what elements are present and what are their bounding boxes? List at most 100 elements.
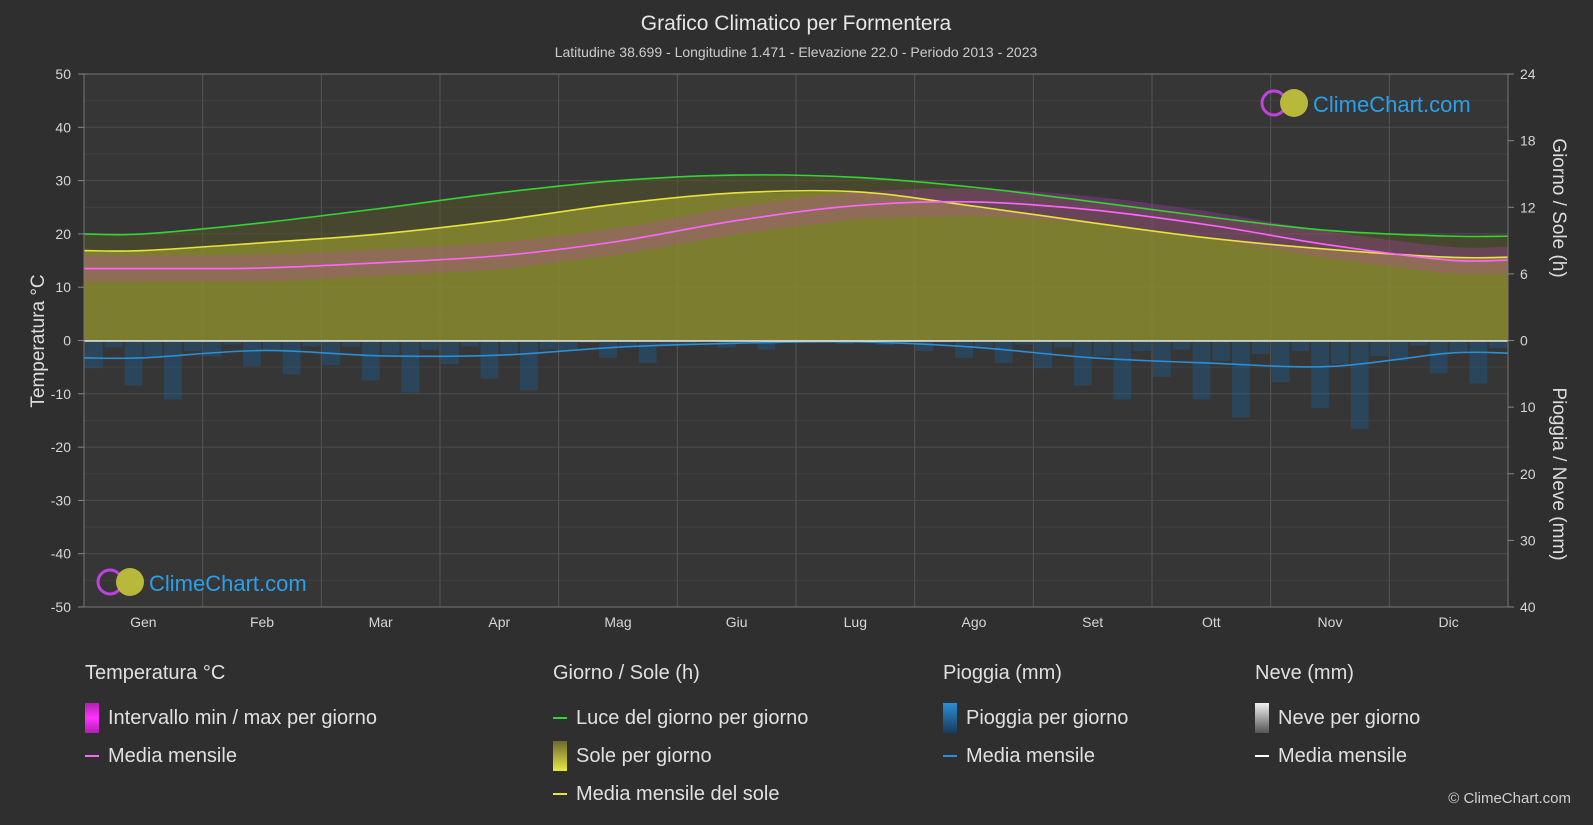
rain-day-bar <box>1331 340 1349 364</box>
sunshine-mean-line <box>83 189 1509 259</box>
rain-day-bar <box>302 340 321 347</box>
rain-day-bar <box>599 340 617 358</box>
rain-day-bar <box>500 340 519 354</box>
x-tick-label: Giu <box>726 614 748 630</box>
rain-day-bar <box>164 340 182 400</box>
rain-day-bar <box>1192 340 1211 400</box>
left-tick-label: -40 <box>51 546 71 562</box>
rain-day-bar <box>1429 340 1448 374</box>
rain-day-bar <box>381 340 400 355</box>
legend-swatch-rain <box>943 703 957 733</box>
rain-day-bar <box>1034 340 1053 369</box>
rain-day-bar <box>85 340 103 369</box>
x-tick-label: Set <box>1082 614 1103 630</box>
rain-day-bar <box>401 340 420 393</box>
legend-rain-title: Pioggia (mm) <box>943 662 1062 684</box>
rain-mean-line <box>83 340 1509 368</box>
rain-day-bar <box>935 340 954 344</box>
left-tick-label: -10 <box>51 386 71 402</box>
rain-day-bar <box>361 340 380 381</box>
rain-day-bar <box>994 340 1013 364</box>
rain-day-bar <box>539 340 558 350</box>
x-tick-label: Mar <box>369 614 393 630</box>
left-tick-label: -30 <box>51 492 71 508</box>
rain-day-bar <box>1014 340 1033 345</box>
legend-label-daylight: Luce del giorno per giorno <box>576 706 809 729</box>
watermark-logo-top: ClimeChart.com <box>1260 89 1471 117</box>
watermark-logo-bottom: ClimeChart.com <box>96 568 307 596</box>
rain-day-bar <box>757 340 776 350</box>
rain-day-bar <box>421 340 439 350</box>
rain-day-bar <box>1093 340 1112 357</box>
rain-day-bar <box>915 340 934 352</box>
legend-item-rain: Pioggia per giorno <box>943 699 1128 737</box>
legend-label-temp-mean: Media mensile <box>108 744 237 767</box>
legend-swatch-snow <box>1255 703 1269 733</box>
legend-swatch-rain-mean <box>943 755 957 757</box>
legend-item-sun: Sole per giorno <box>553 737 808 775</box>
rain-day-bar <box>243 340 261 367</box>
legend-swatch-sun <box>553 741 567 771</box>
legend-label-temp-range: Intervallo min / max per giorno <box>108 706 378 729</box>
legend-swatch-temp-range <box>85 703 99 733</box>
watermark-text-bottom: ClimeChart.com <box>149 571 307 596</box>
legend-temperature: Temperatura °C Intervallo min / max per … <box>85 662 377 775</box>
logo-sun-icon <box>1280 89 1308 117</box>
rain-day-bar <box>1271 340 1290 383</box>
x-tick-label: Nov <box>1318 614 1343 630</box>
chart-subtitle: Latitudine 38.699 - Longitudine 1.471 - … <box>555 44 1038 60</box>
right-axis-label-bottom: Pioggia / Neve (mm) <box>1548 387 1569 560</box>
x-tick-label: Feb <box>250 614 274 630</box>
right-bottom-tick-label: 10 <box>1520 399 1536 415</box>
right-bottom-tick-label: 20 <box>1520 466 1536 482</box>
left-tick-label: -50 <box>51 599 71 615</box>
left-axis-label: Temperatura °C <box>28 274 49 407</box>
axes: 50 40 30 20 10 0 -10 -20 -30 -40 -50 24 18 12 6 0 10 20 30… <box>51 66 1536 630</box>
rain-day-bar <box>104 340 123 348</box>
legend-sun-title: Giorno / Sole (h) <box>553 662 700 684</box>
rain-day-bar <box>1172 340 1191 350</box>
rain-day-bar <box>144 340 163 357</box>
right-top-tick-label: 18 <box>1520 133 1536 149</box>
rain-day-bar <box>1350 340 1369 429</box>
rain-day-bar <box>223 340 242 345</box>
rain-day-bar <box>975 340 993 347</box>
legend-label-snow-mean: Media mensile <box>1278 744 1407 767</box>
chart-title: Grafico Climatico per Formentera <box>641 12 952 35</box>
rain-day-bar <box>1311 340 1329 409</box>
legend-swatch-snow-mean <box>1255 755 1269 757</box>
rain-day-bar <box>124 340 143 386</box>
legend-label-rain: Pioggia per giorno <box>966 706 1129 729</box>
rain-day-bar <box>263 340 281 350</box>
legend-item-snow: Neve per giorno <box>1255 699 1420 737</box>
rain-day-bar <box>678 340 697 345</box>
legend-swatch-temp-mean <box>85 755 99 757</box>
rain-day-bar <box>520 340 538 391</box>
rain-day-bar <box>1370 340 1389 357</box>
legend-snow: Neve (mm) Neve per giorno Media mensile <box>1255 662 1420 775</box>
legend-label-sun-mean: Media mensile del sole <box>576 782 780 805</box>
right-axis-label-top: Giorno / Sole (h) <box>1548 138 1569 277</box>
legend-snow-title: Neve (mm) <box>1255 662 1354 684</box>
right-top-tick-label: 0 <box>1520 333 1528 349</box>
left-tick-label: 10 <box>55 279 71 295</box>
legend-item-sun-mean: Media mensile del sole <box>553 775 808 813</box>
rain-day-bar <box>579 340 598 344</box>
rain-day-bar <box>1113 340 1132 400</box>
rain-day-bar <box>1449 340 1468 352</box>
rain-day-bar <box>1073 340 1092 386</box>
legend-item-daylight: Luce del giorno per giorno <box>553 699 808 737</box>
rain-day-bar <box>1212 340 1231 361</box>
left-tick-label: 0 <box>63 333 71 349</box>
rain-day-bar <box>282 340 301 375</box>
legend-label-snow: Neve per giorno <box>1278 706 1421 729</box>
left-tick-label: 50 <box>55 66 71 82</box>
rain-day-bar <box>955 340 973 358</box>
rain-day-bar <box>441 340 459 364</box>
rain-day-bar <box>342 340 360 347</box>
temperature-mean-line <box>83 200 1509 270</box>
left-tick-label: -20 <box>51 439 71 455</box>
daylight-line <box>83 174 1509 238</box>
rain-day-bar <box>559 340 578 352</box>
x-tick-label: Ott <box>1202 614 1221 630</box>
